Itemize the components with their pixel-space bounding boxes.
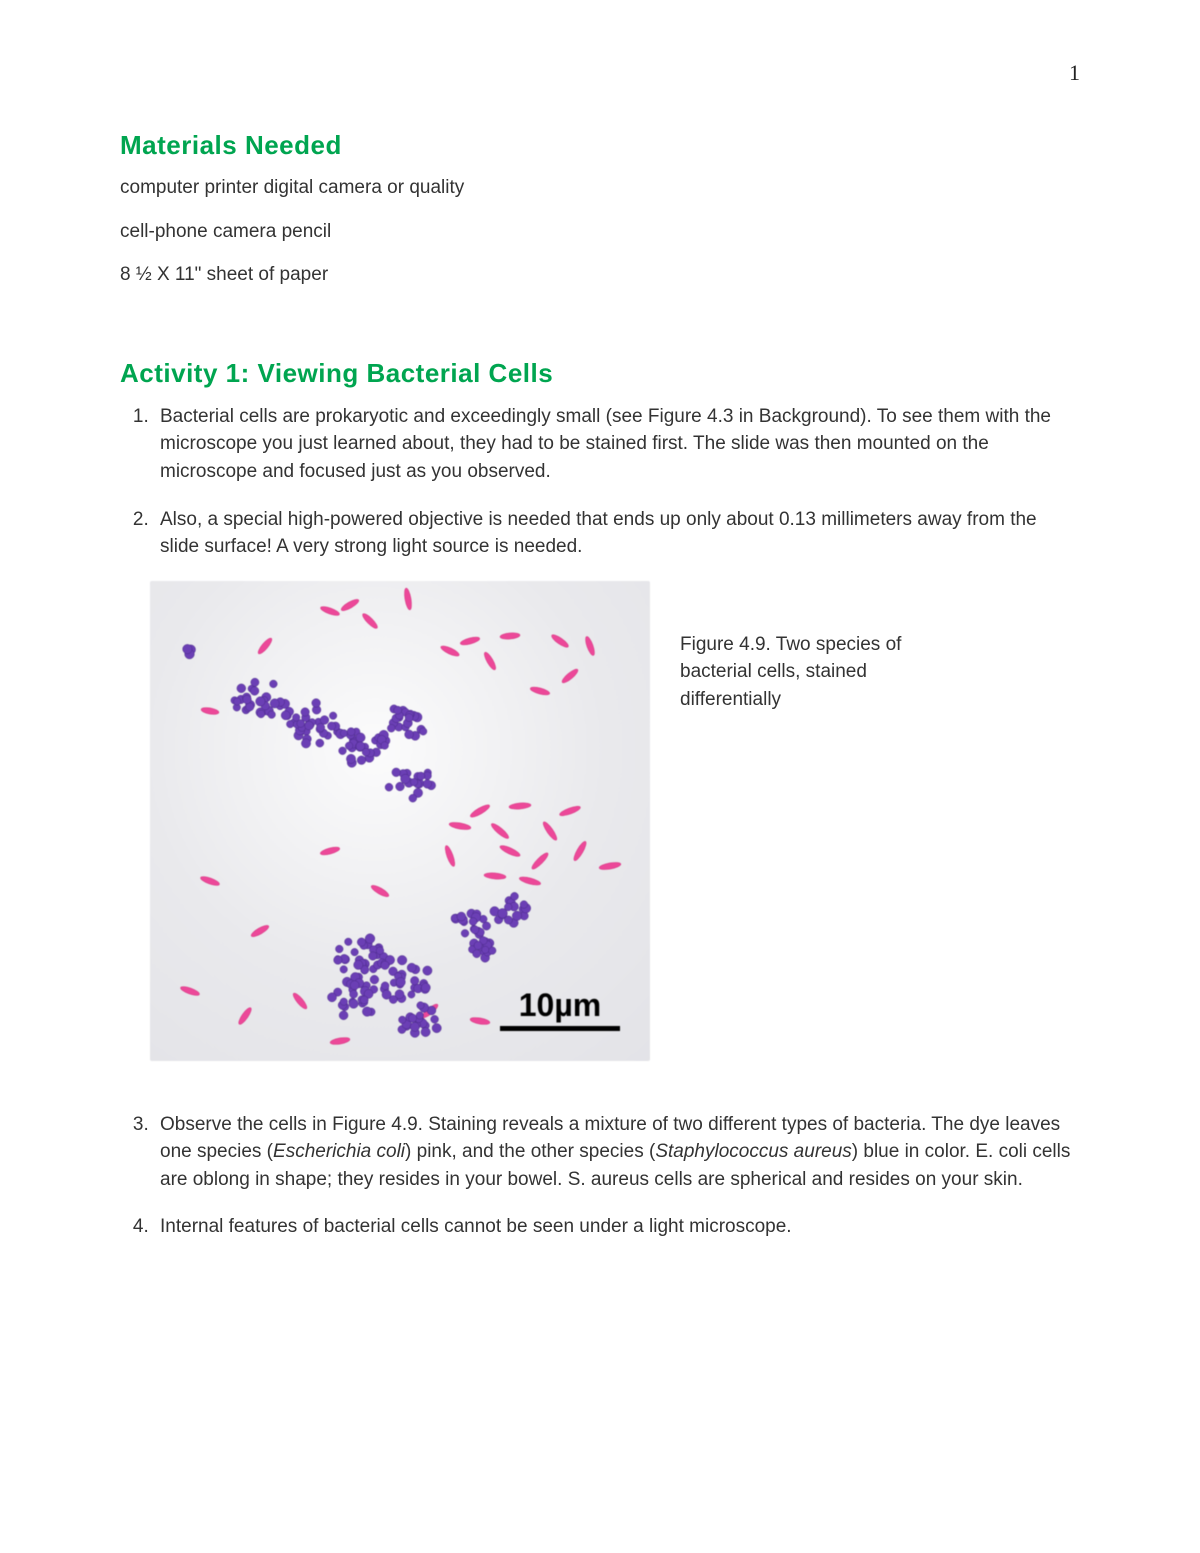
item3-italic-saureus: Staphylococcus aureus: [655, 1141, 851, 1162]
activity1-heading: Activity 1: Viewing Bacterial Cells: [120, 358, 1080, 389]
materials-line-2: cell-phone camera pencil: [120, 219, 1080, 245]
materials-line-3: 8 ½ X 11" sheet of paper: [120, 262, 1080, 288]
activity1-list: Bacterial cells are prokaryotic and exce…: [120, 403, 1080, 561]
figure-row: 10µm Courtesy: Y Tambe, Wikipedia Common…: [150, 581, 1080, 1061]
cocci-group: [183, 644, 531, 1037]
figure-scale-label: 10µm: [500, 987, 620, 1024]
item3-part-c: ) pink, and the other species (: [405, 1141, 655, 1162]
activity1-item-4: Internal features of bacterial cells can…: [154, 1213, 1080, 1241]
materials-line-1: computer printer digital camera or quali…: [120, 175, 1080, 201]
activity1-list-cont: Observe the cells in Figure 4.9. Stainin…: [120, 1111, 1080, 1241]
figure-scale-bar: 10µm: [500, 987, 620, 1031]
figure-micrograph: 10µm Courtesy: Y Tambe, Wikipedia Common…: [150, 581, 650, 1061]
figure-scale-line: [500, 1026, 620, 1031]
figure-caption: Figure 4.9. Two species of bacterial cel…: [680, 631, 950, 714]
materials-heading: Materials Needed: [120, 130, 1080, 161]
activity1-item-3: Observe the cells in Figure 4.9. Stainin…: [154, 1111, 1080, 1194]
item3-italic-ecoli: Escherichia coli: [273, 1141, 405, 1162]
page-number: 1: [1069, 60, 1080, 86]
activity1-item-2: Also, a special high-powered objective i…: [154, 506, 1080, 561]
activity1-item-1: Bacterial cells are prokaryotic and exce…: [154, 403, 1080, 486]
